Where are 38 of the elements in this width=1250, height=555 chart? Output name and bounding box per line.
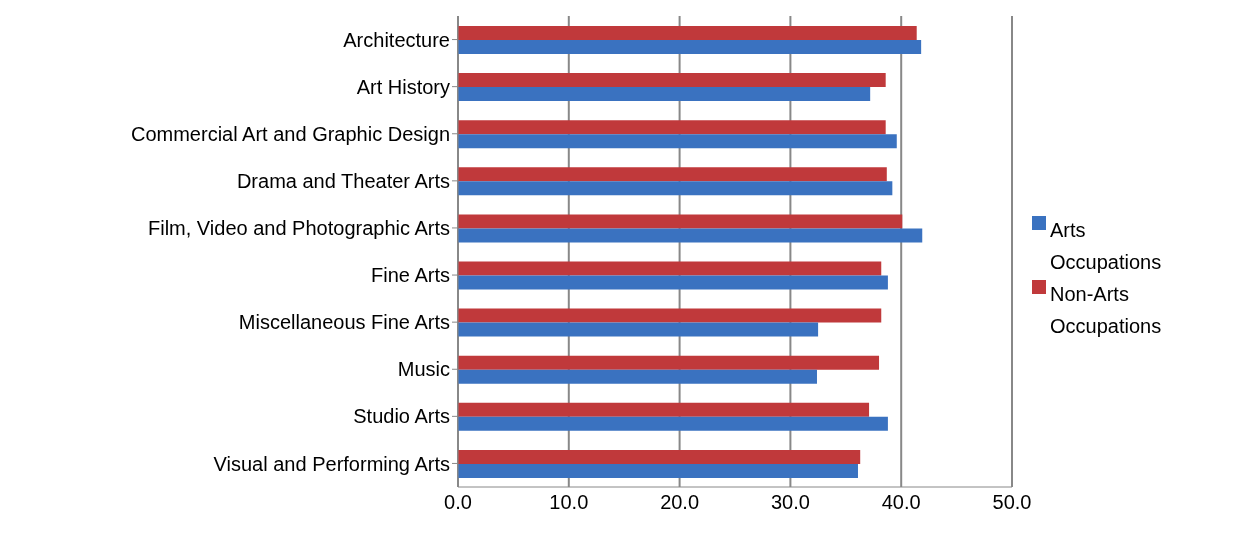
x-tick-label: 0.0 xyxy=(444,491,472,514)
bar xyxy=(458,181,893,196)
y-tick-label: Art History xyxy=(356,75,450,98)
bar xyxy=(458,26,917,40)
legend-label: Non-Arts Occupations xyxy=(1050,281,1163,339)
y-tick-label: Commercial Art and Graphic Design xyxy=(130,122,450,145)
y-tick-label: Film, Video and Photographic Arts xyxy=(147,217,450,240)
bar xyxy=(458,355,880,370)
bar xyxy=(458,228,923,243)
y-tick-label: Visual and Performing Arts xyxy=(213,452,450,475)
y-tick-label: Fine Arts xyxy=(371,264,450,287)
x-tick-label: 40.0 xyxy=(881,491,921,514)
y-tick-label: Miscellaneous Fine Arts xyxy=(238,311,450,334)
bar xyxy=(458,463,858,478)
y-tick-label: Music xyxy=(397,358,450,381)
x-tick-label: 10.0 xyxy=(549,491,589,514)
x-tick-label: 30.0 xyxy=(770,491,810,514)
bar xyxy=(458,40,922,54)
bar xyxy=(458,369,817,384)
bar xyxy=(458,214,903,229)
y-tick-label: Drama and Theater Arts xyxy=(236,169,450,192)
bar xyxy=(458,87,871,102)
bar xyxy=(458,416,888,431)
bar xyxy=(458,308,882,323)
bar xyxy=(458,449,861,464)
y-tick-label: Architecture xyxy=(343,28,450,51)
bar xyxy=(458,261,882,276)
bar xyxy=(458,322,819,337)
bar xyxy=(458,134,897,149)
bar xyxy=(458,167,887,182)
bar xyxy=(458,275,888,290)
y-tick-label: Studio Arts xyxy=(353,405,450,428)
x-tick-label: 20.0 xyxy=(660,491,700,514)
bar xyxy=(458,73,886,88)
bar xyxy=(458,120,886,135)
legend-label: Arts Occupations xyxy=(1050,217,1163,275)
x-tick-label: 50.0 xyxy=(992,491,1032,514)
bar xyxy=(458,402,870,417)
